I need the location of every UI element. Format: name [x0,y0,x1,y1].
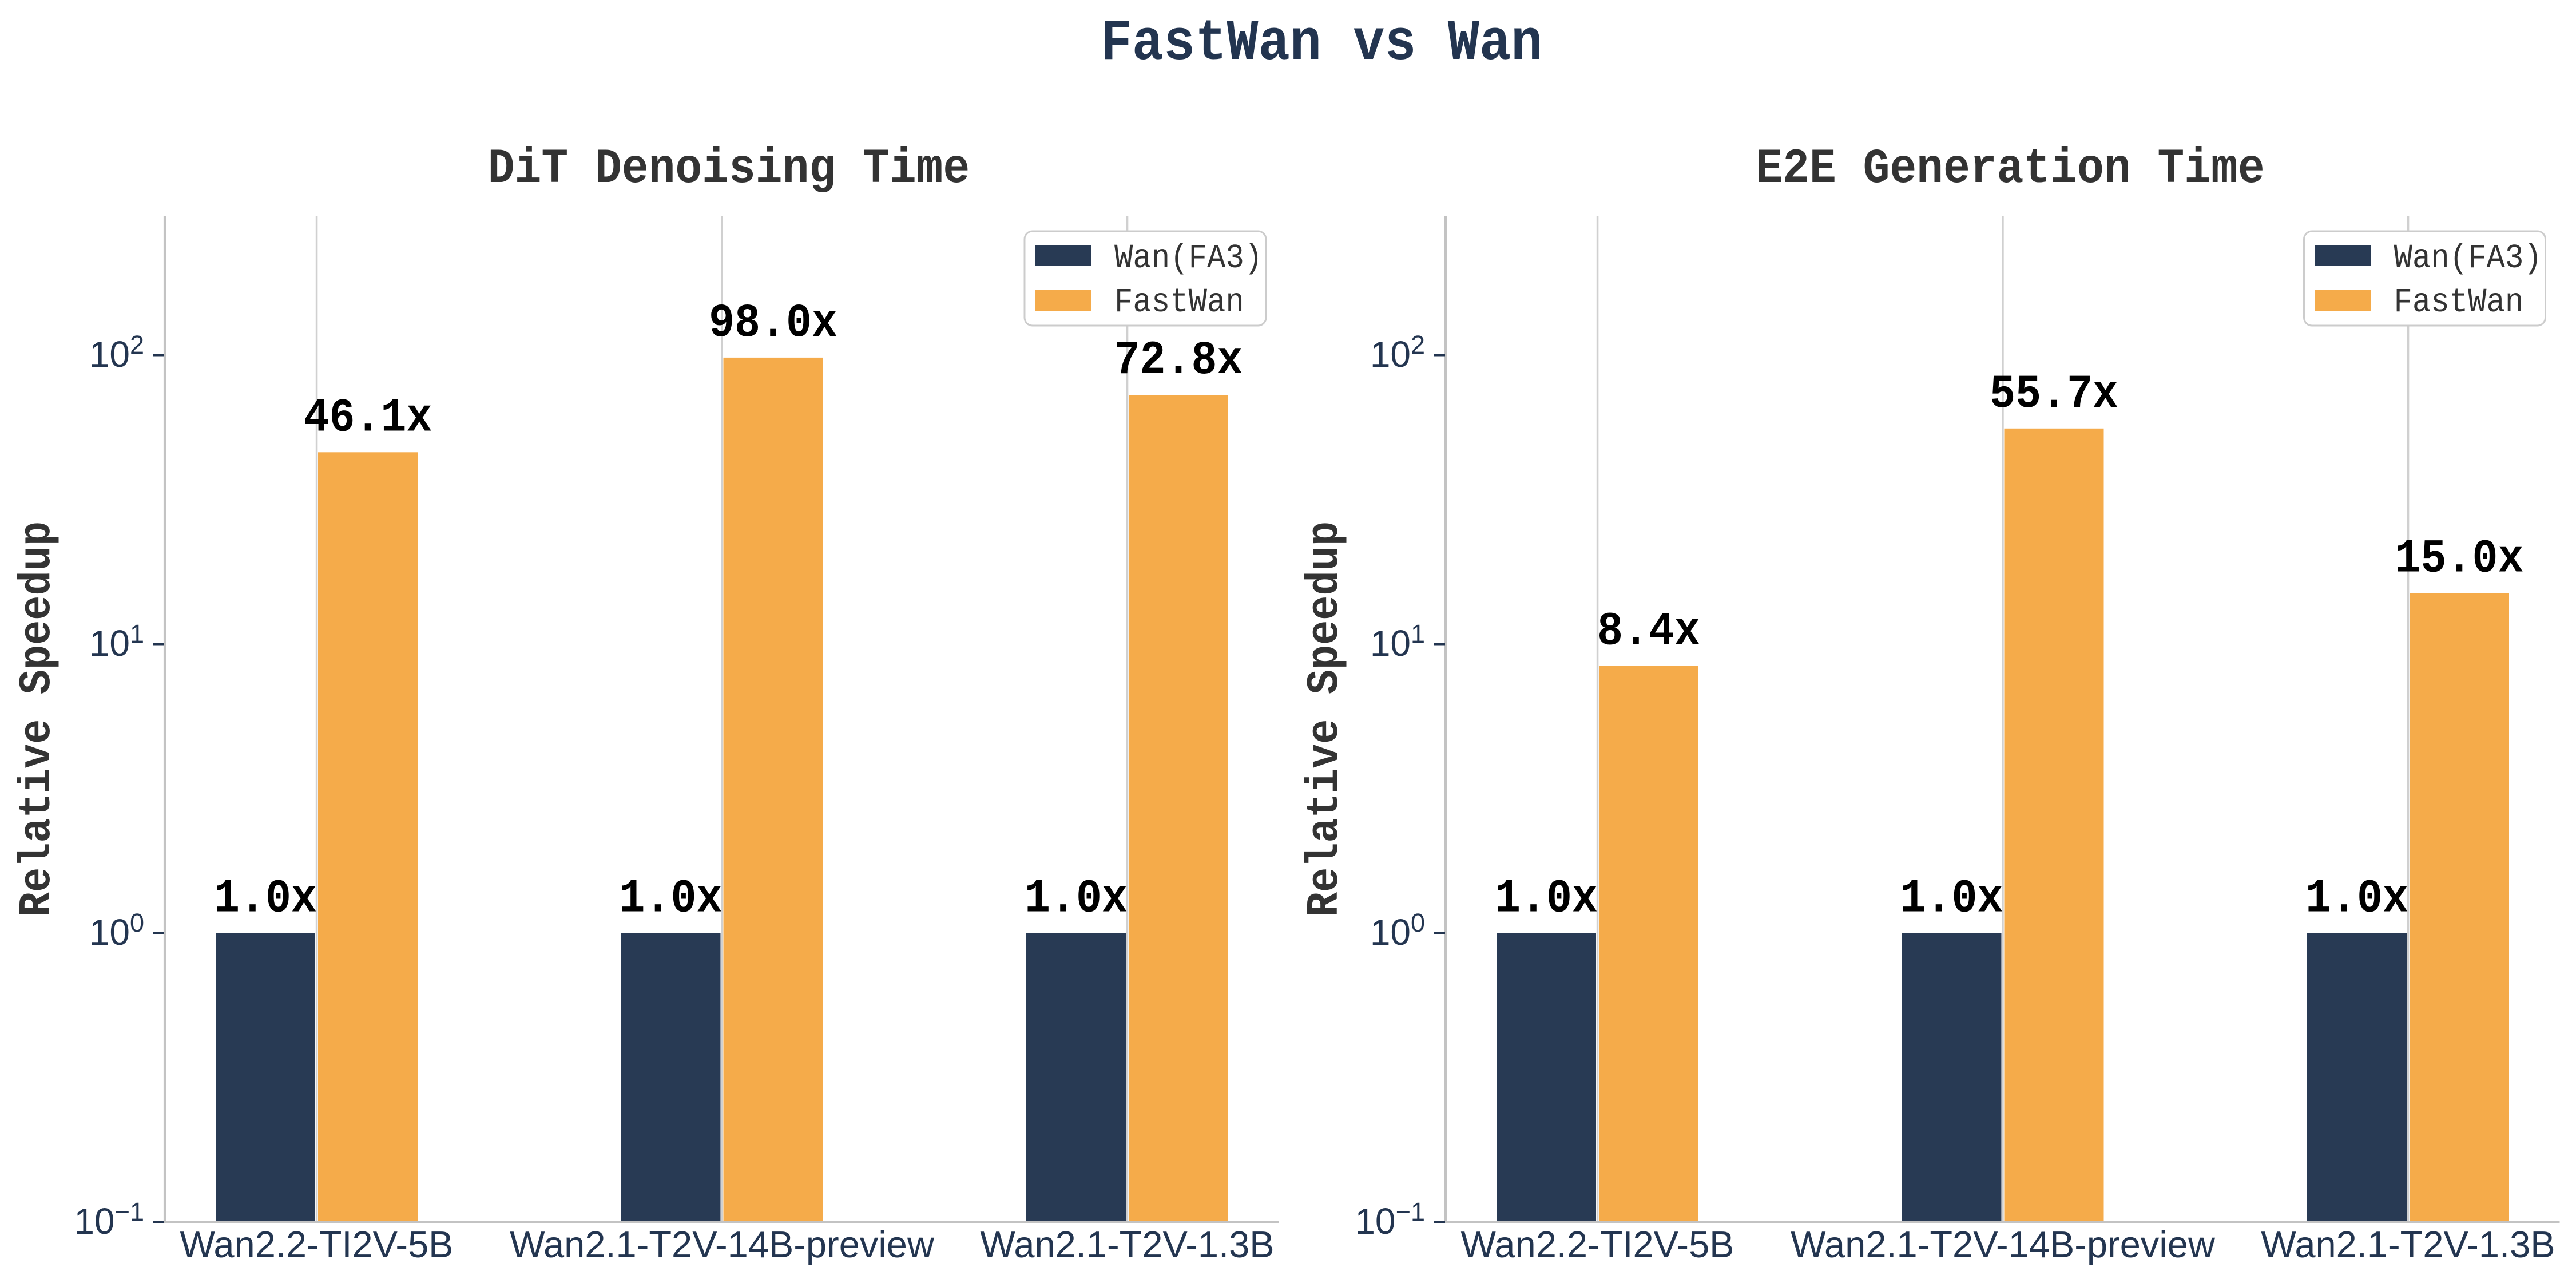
svg-text:Wan2.2-TI2V-5B: Wan2.2-TI2V-5B [1460,1223,1734,1265]
svg-text:1.0x: 1.0x [1900,872,2003,925]
svg-text:10: 10 [1370,623,1411,664]
svg-text:Wan2.1-T2V-1.3B: Wan2.1-T2V-1.3B [2261,1223,2555,1265]
svg-text:10: 10 [89,623,130,664]
svg-text:10: 10 [89,334,130,375]
svg-text:1.0x: 1.0x [1025,872,1128,925]
svg-text:10: 10 [89,912,130,953]
svg-text:1.0x: 1.0x [1495,872,1598,925]
svg-text:Wan2.1-T2V-1.3B: Wan2.1-T2V-1.3B [980,1223,1274,1265]
svg-text:1.0x: 1.0x [214,872,317,925]
svg-text:98.0x: 98.0x [709,296,838,350]
svg-text:Wan(FA3): Wan(FA3) [2394,240,2542,278]
svg-text:10: 10 [74,1201,114,1242]
svg-text:−1: −1 [115,1197,144,1226]
svg-text:1: 1 [1411,619,1425,648]
svg-text:Relative Speedup: Relative Speedup [1299,521,1351,917]
svg-text:10: 10 [1370,912,1411,953]
svg-text:DiT Denoising Time: DiT Denoising Time [488,141,970,197]
svg-text:FastWan vs Wan: FastWan vs Wan [1101,11,1543,77]
svg-text:Wan2.1-T2V-14B-preview: Wan2.1-T2V-14B-preview [1791,1223,2216,1265]
svg-text:Relative Speedup: Relative Speedup [11,521,63,917]
svg-text:2: 2 [1411,330,1425,359]
svg-text:55.7x: 55.7x [1990,367,2118,421]
svg-text:1: 1 [130,619,144,648]
svg-text:0: 0 [1411,908,1425,937]
svg-text:46.1x: 46.1x [303,391,432,445]
svg-text:FastWan: FastWan [2394,284,2524,322]
svg-text:10: 10 [1355,1201,1395,1242]
svg-text:2: 2 [130,330,144,359]
svg-text:E2E Generation Time: E2E Generation Time [1756,141,2264,197]
svg-text:Wan2.1-T2V-14B-preview: Wan2.1-T2V-14B-preview [510,1223,935,1265]
svg-text:0: 0 [130,908,144,937]
svg-text:Wan(FA3): Wan(FA3) [1114,240,1263,278]
svg-text:−1: −1 [1396,1197,1425,1226]
svg-text:1.0x: 1.0x [2305,872,2408,925]
svg-text:72.8x: 72.8x [1114,334,1243,387]
svg-text:1.0x: 1.0x [619,872,722,925]
svg-text:15.0x: 15.0x [2395,532,2523,586]
svg-text:FastWan: FastWan [1114,284,1244,322]
svg-text:10: 10 [1370,334,1411,375]
svg-text:Wan2.2-TI2V-5B: Wan2.2-TI2V-5B [180,1223,453,1265]
svg-text:8.4x: 8.4x [1597,605,1700,659]
